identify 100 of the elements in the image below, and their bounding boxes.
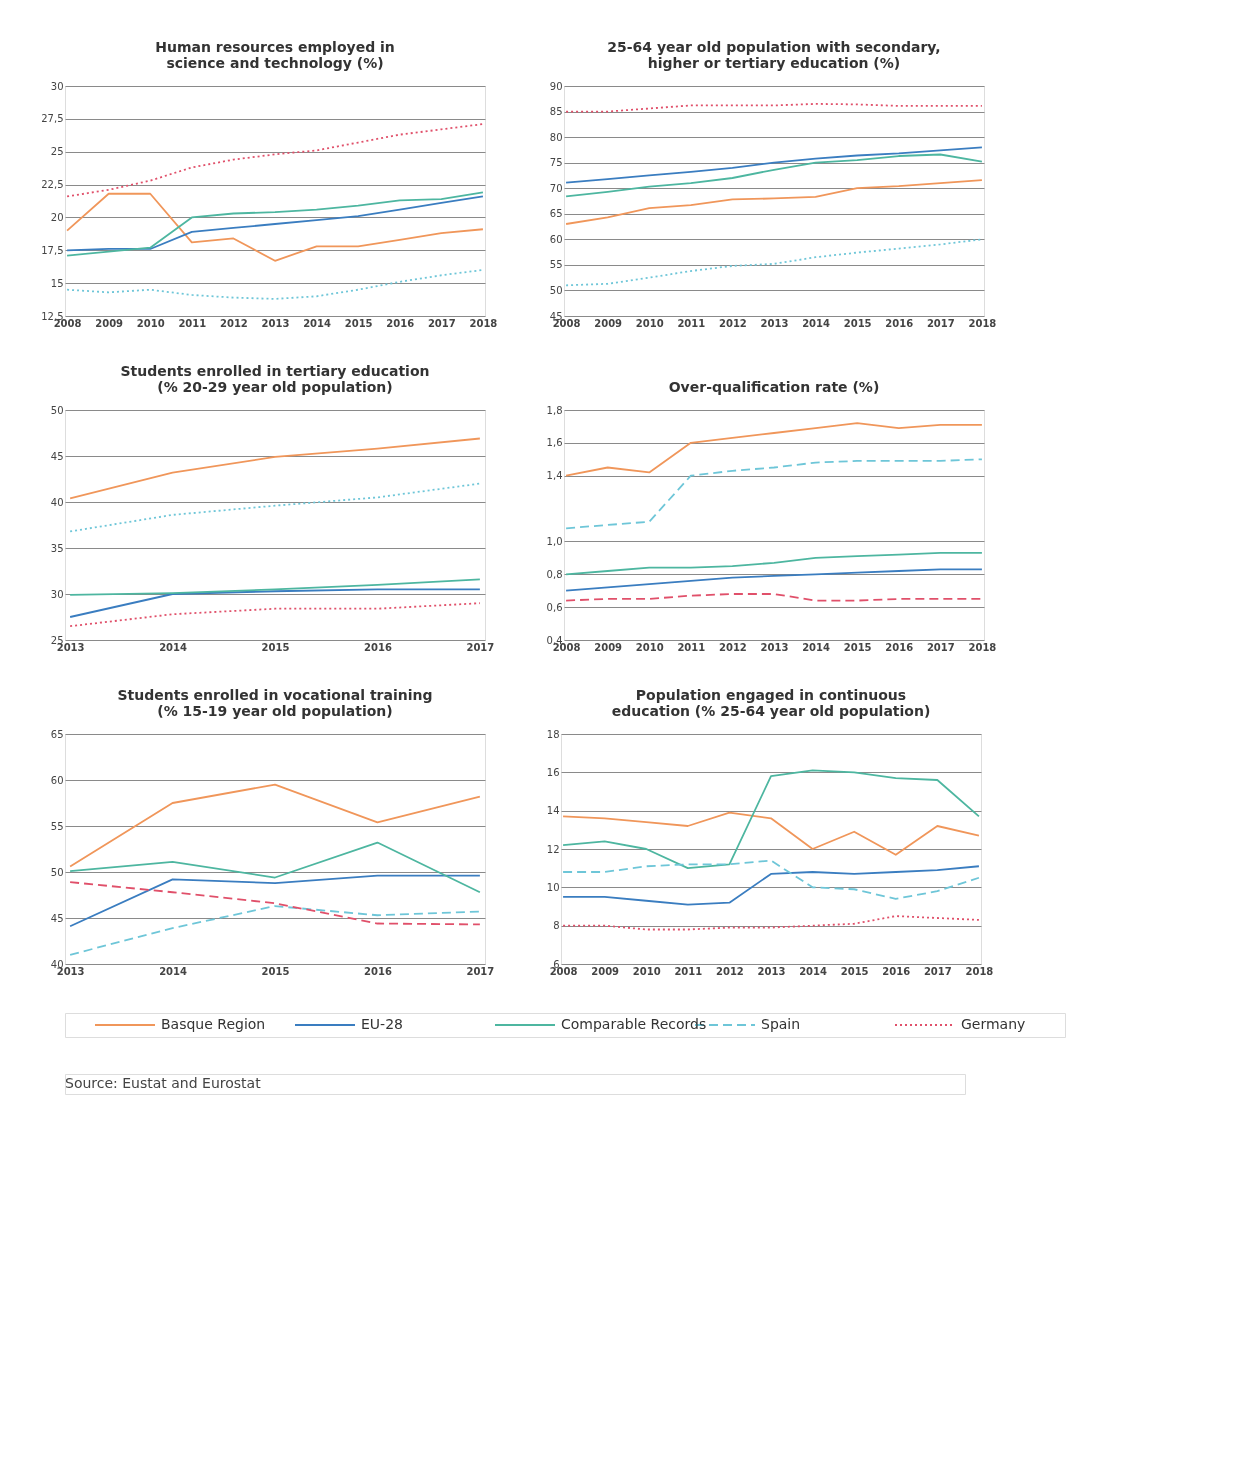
x-tick-label: 2015: [843, 317, 872, 329]
chart-title: 25-64 year old population with secondary, higher or tertiary education (%): [607, 39, 941, 71]
y-tick-label: 1,0: [546, 535, 563, 547]
line-series: [69, 905, 481, 956]
legend-label: Spain: [761, 1016, 801, 1032]
y-tick-label: 55: [50, 820, 64, 832]
line-series: [69, 783, 481, 868]
x-tick-label: 2016: [882, 965, 911, 977]
line-series: [565, 146, 983, 184]
x-tick-label: 2010: [635, 317, 664, 329]
y-tick-label: 50: [50, 404, 64, 416]
y-tick-label: 15: [50, 277, 64, 289]
y-tick-label: 35: [50, 542, 64, 554]
source-note: Source: Eustat and Eurostat: [65, 1075, 262, 1091]
x-tick-label: 2013: [760, 641, 789, 653]
x-tick-label: 2015: [344, 317, 373, 329]
line-series: [69, 482, 481, 533]
x-tick-label: 2018: [968, 317, 997, 329]
x-tick-label: 2009: [591, 965, 620, 977]
line-series: [562, 859, 980, 900]
line-series: [66, 123, 484, 198]
line-series: [562, 915, 980, 931]
x-tick-label: 2015: [261, 965, 290, 977]
legend-label: Basque Region: [161, 1016, 266, 1032]
chart-title: Students enrolled in vocational training (% 15-19 year old population): [117, 687, 433, 719]
y-tick-label: 0,6: [546, 601, 563, 613]
line-series: [562, 811, 980, 856]
x-tick-label: 2014: [159, 641, 188, 653]
line-series: [565, 422, 983, 477]
x-tick-label: 2012: [718, 641, 747, 653]
x-tick-label: 2012: [219, 317, 248, 329]
x-tick-label: 2015: [261, 641, 290, 653]
y-tick-label: 65: [50, 728, 64, 740]
x-tick-label: 2016: [364, 965, 392, 977]
x-tick-label: 2011: [178, 317, 207, 329]
x-tick-label: 2017: [926, 317, 955, 329]
x-tick-label: 2010: [632, 965, 661, 977]
y-tick-label: 8: [553, 920, 560, 932]
x-tick-label: 2013: [760, 317, 789, 329]
x-tick-label: 2016: [386, 317, 415, 329]
chart-title: Over-qualification rate (%): [668, 379, 880, 395]
line-series: [69, 874, 481, 928]
line-series: [565, 568, 983, 592]
line-series: [565, 102, 983, 113]
line-series: [565, 552, 983, 576]
y-tick-label: 40: [50, 496, 64, 508]
y-tick-label: 10: [546, 881, 560, 893]
x-tick-label: 2011: [677, 317, 706, 329]
x-tick-label: 2009: [95, 317, 124, 329]
chart-title: Students enrolled in tertiary education (% 20-29 year old population): [120, 363, 430, 395]
legend-label: Germany: [961, 1016, 1026, 1032]
y-tick-label: 22,5: [41, 179, 64, 191]
x-tick-label: 2014: [303, 317, 332, 329]
y-tick-label: 27,5: [41, 113, 64, 125]
x-tick-label: 2015: [840, 965, 869, 977]
x-tick-label: 2018: [965, 965, 994, 977]
x-tick-label: 2012: [718, 317, 747, 329]
x-tick-label: 2012: [715, 965, 744, 977]
y-tick-label: 30: [50, 80, 64, 92]
x-tick-label: 2014: [802, 317, 831, 329]
y-tick-label: 1,8: [546, 404, 563, 416]
x-tick-label: 2014: [799, 965, 828, 977]
x-tick-label: 2016: [364, 641, 392, 653]
line-series: [69, 881, 481, 926]
x-tick-label: 2011: [677, 641, 706, 653]
line-series: [565, 238, 983, 287]
y-tick-label: 90: [549, 80, 563, 92]
y-tick-label: 12: [546, 843, 560, 855]
y-tick-label: 17,5: [41, 244, 64, 256]
y-tick-label: 50: [50, 866, 64, 878]
y-tick-label: 65: [549, 208, 563, 220]
x-tick-label: 2009: [594, 641, 623, 653]
y-tick-label: 1,6: [546, 437, 563, 449]
line-series: [565, 593, 983, 602]
legend-label: Comparable Records: [561, 1016, 707, 1032]
y-tick-label: 1,4: [546, 470, 563, 482]
line-series: [565, 458, 983, 530]
line-series: [562, 865, 980, 906]
legend-label: EU-28: [361, 1016, 403, 1032]
y-tick-label: 55: [549, 259, 563, 271]
y-tick-label: 25: [50, 146, 64, 158]
line-series: [69, 578, 481, 596]
y-tick-label: 18: [546, 728, 560, 740]
line-series: [562, 769, 980, 870]
x-tick-label: 2014: [802, 641, 831, 653]
x-tick-label: 2010: [635, 641, 664, 653]
y-tick-label: 0,8: [546, 568, 563, 580]
y-tick-label: 16: [546, 766, 560, 778]
line-series: [66, 269, 484, 300]
line-series: [69, 602, 481, 628]
x-tick-label: 2018: [968, 641, 997, 653]
y-tick-label: 30: [50, 588, 64, 600]
x-tick-label: 2013: [261, 317, 290, 329]
x-tick-label: 2018: [469, 317, 498, 329]
x-tick-label: 2017: [923, 965, 952, 977]
y-tick-label: 75: [549, 157, 563, 169]
x-tick-label: 2016: [885, 641, 914, 653]
line-series: [565, 179, 983, 225]
line-series: [69, 841, 481, 894]
x-tick-label: 2016: [885, 317, 914, 329]
